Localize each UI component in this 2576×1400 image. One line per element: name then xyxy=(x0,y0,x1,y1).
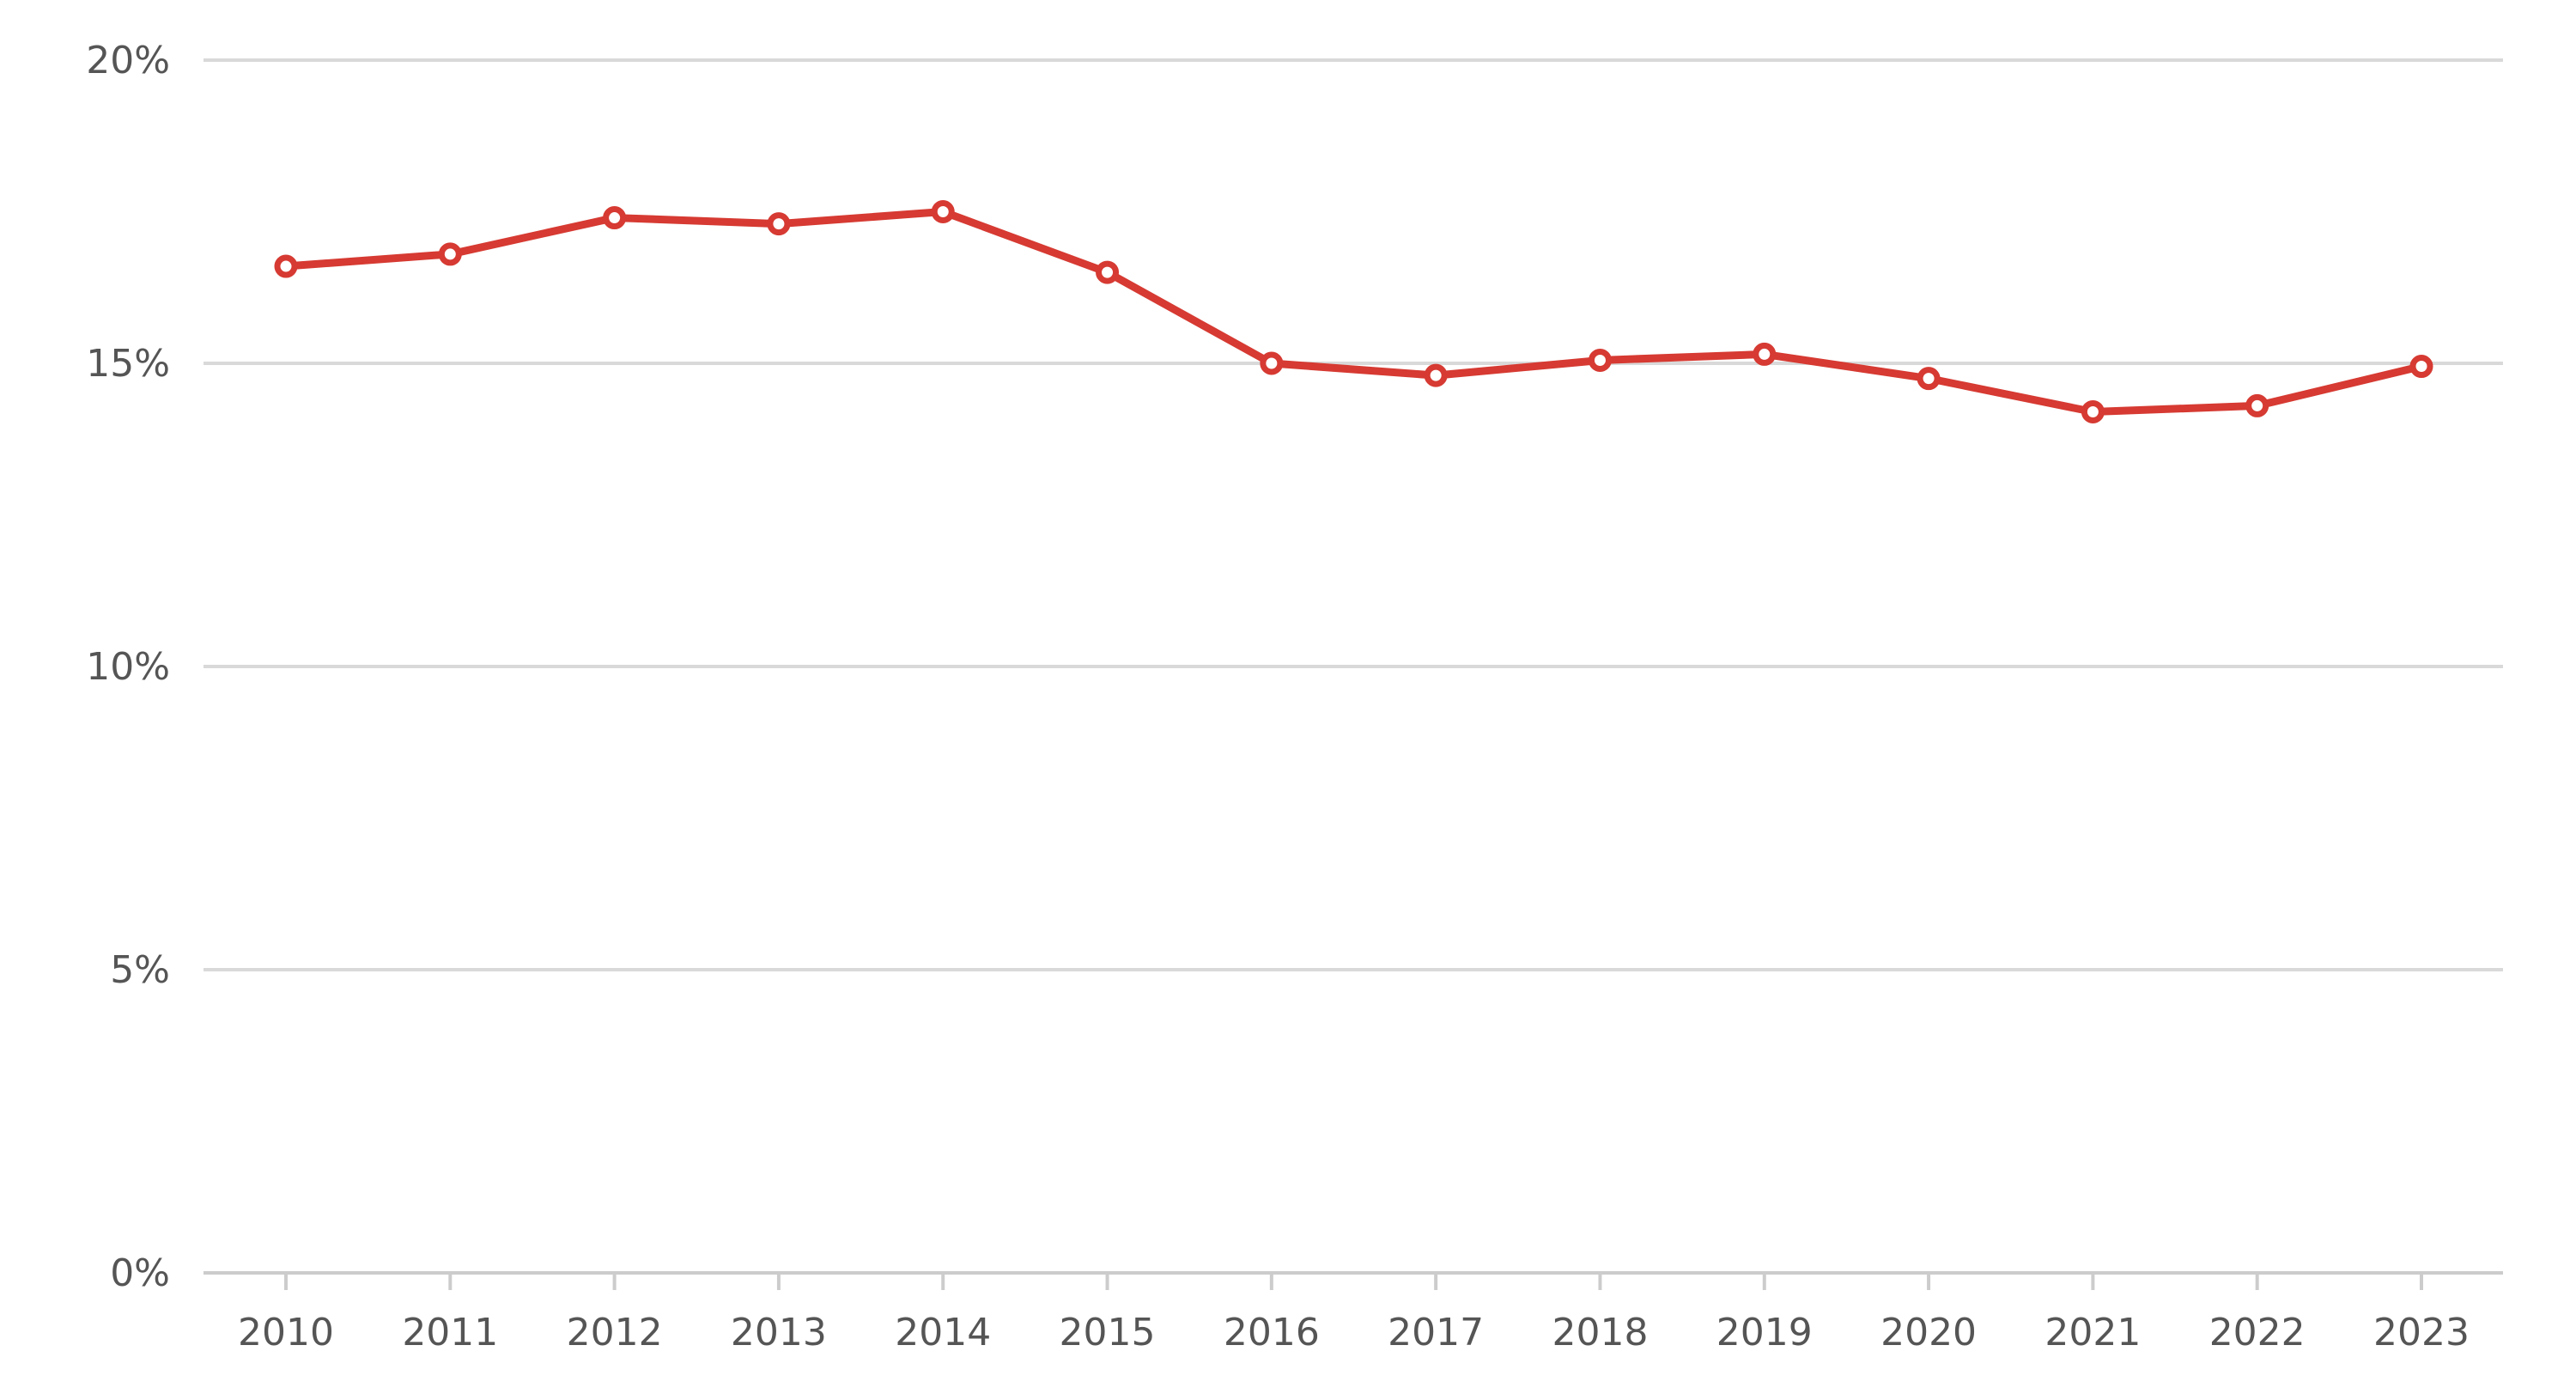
x-tick-label: 2010 xyxy=(238,1311,334,1354)
data-point xyxy=(2409,355,2433,379)
data-point xyxy=(767,212,791,236)
y-tick-label: 5% xyxy=(110,948,170,992)
x-tick-label: 2017 xyxy=(1388,1311,1484,1354)
data-point xyxy=(603,206,627,230)
x-tick-label: 2020 xyxy=(1880,1311,1977,1354)
data-point xyxy=(274,254,298,278)
y-tick-label: 0% xyxy=(110,1251,170,1295)
x-tick-label: 2018 xyxy=(1552,1311,1648,1354)
data-point xyxy=(931,200,955,223)
y-tick-label: 10% xyxy=(86,645,170,689)
y-tick-label: 20% xyxy=(86,39,170,82)
x-tick-label: 2015 xyxy=(1060,1311,1156,1354)
x-axis-labels: 2010 2011 2012 2013 2014 2015 2016 2017 2018 2019… xyxy=(238,1311,2470,1354)
data-point xyxy=(2245,393,2269,417)
data-point xyxy=(1424,363,1448,387)
x-axis xyxy=(284,1273,2423,1290)
x-tick-label: 2016 xyxy=(1224,1311,1320,1354)
x-tick-label: 2012 xyxy=(567,1311,663,1354)
series xyxy=(274,200,2433,423)
x-tick-label: 2019 xyxy=(1716,1311,1813,1354)
data-point xyxy=(438,242,462,266)
x-tick-label: 2011 xyxy=(402,1311,498,1354)
data-point xyxy=(1096,260,1120,284)
x-tick-label: 2023 xyxy=(2373,1311,2470,1354)
grid-lines xyxy=(204,58,2503,1275)
x-tick-label: 2013 xyxy=(731,1311,827,1354)
data-point xyxy=(1753,342,1777,366)
data-point xyxy=(2081,399,2105,423)
y-axis-labels: 0% 5% 10% 15% 20% xyxy=(86,39,170,1295)
data-point xyxy=(1260,351,1284,375)
series-line xyxy=(282,208,2426,416)
data-point xyxy=(1588,348,1612,372)
data-point xyxy=(1917,367,1941,391)
y-tick-label: 15% xyxy=(86,342,170,386)
x-tick-label: 2022 xyxy=(2209,1311,2306,1354)
x-tick-label: 2021 xyxy=(2044,1311,2141,1354)
x-tick-label: 2014 xyxy=(895,1311,991,1354)
